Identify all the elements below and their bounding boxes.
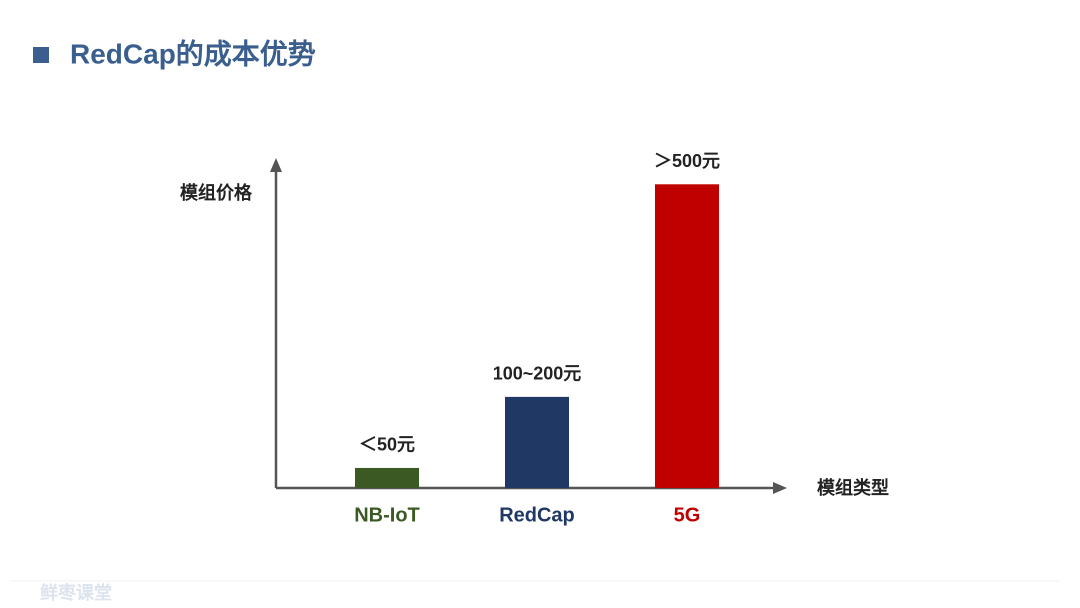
bar [655, 184, 719, 488]
value-label: ＜50元 [359, 435, 415, 455]
value-label: ＞500元 [654, 151, 720, 171]
bar [355, 467, 419, 488]
x-axis-label: 模组类型 [817, 477, 889, 498]
y-axis-label: 模组价格 [180, 182, 253, 203]
x-tick-label: NB-IoT [354, 504, 420, 526]
value-label: 100~200元 [493, 364, 582, 384]
bar [505, 396, 569, 488]
title-marker [33, 47, 49, 63]
y-axis-arrow [270, 158, 282, 172]
x-tick-label: 5G [674, 504, 701, 526]
chart-title: RedCap的成本优势 [70, 37, 316, 69]
x-axis-arrow [773, 482, 787, 494]
x-tick-label: RedCap [499, 504, 575, 526]
watermark: 鲜枣课堂 [40, 582, 112, 603]
